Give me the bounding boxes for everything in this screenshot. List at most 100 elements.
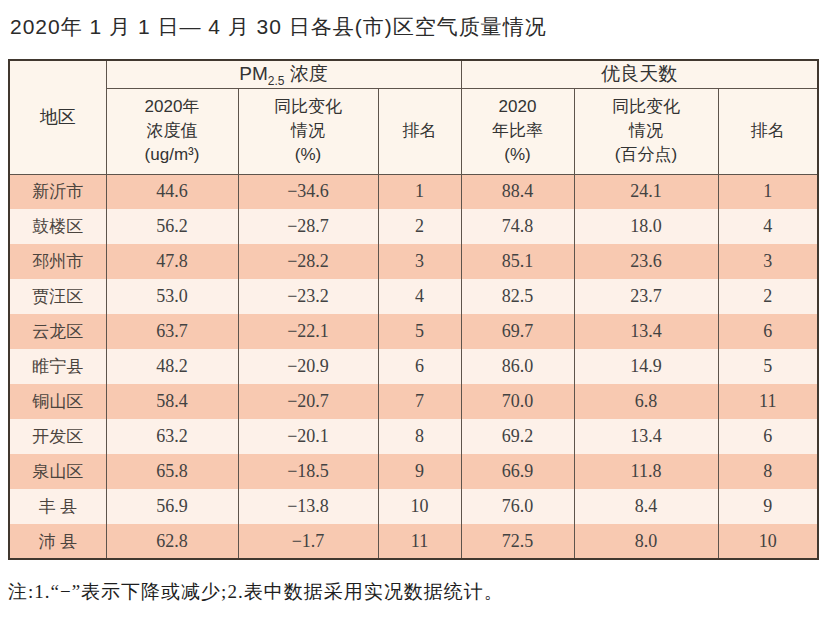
value-cell: 8	[718, 454, 818, 489]
table-row: 邳州市47.8−28.2385.123.63	[9, 244, 818, 279]
value-cell: 2	[718, 279, 818, 314]
value-cell: 13.4	[574, 314, 718, 349]
value-cell: 8	[378, 419, 461, 454]
value-cell: −20.1	[238, 419, 378, 454]
region-cell: 丰 县	[9, 489, 106, 524]
value-cell: −34.6	[238, 174, 378, 209]
value-cell: 13.4	[574, 419, 718, 454]
subheader-pm25-rank: 排名	[378, 88, 461, 174]
value-cell: 56.2	[106, 209, 238, 244]
region-cell: 贾汪区	[9, 279, 106, 314]
value-cell: 10	[718, 524, 818, 559]
value-cell: 24.1	[574, 174, 718, 209]
footnote: 注:1.“−”表示下降或减少;2.表中数据采用实况数据统计。	[8, 579, 825, 605]
table-row: 鼓楼区56.2−28.7274.818.04	[9, 209, 818, 244]
value-cell: 74.8	[461, 209, 574, 244]
value-cell: −22.1	[238, 314, 378, 349]
value-cell: 88.4	[461, 174, 574, 209]
value-cell: 10	[378, 489, 461, 524]
region-cell: 铜山区	[9, 384, 106, 419]
region-header-cell: 地区	[9, 60, 106, 174]
value-cell: 76.0	[461, 489, 574, 524]
value-cell: 11	[718, 384, 818, 419]
value-cell: 4	[378, 279, 461, 314]
value-cell: 69.2	[461, 419, 574, 454]
value-cell: 66.9	[461, 454, 574, 489]
value-cell: 9	[718, 489, 818, 524]
value-cell: 62.8	[106, 524, 238, 559]
value-cell: 72.5	[461, 524, 574, 559]
value-cell: 3	[718, 244, 818, 279]
subheader-pm25-value: 2020年 浓度值 (ug/m³)	[106, 88, 238, 174]
value-cell: 4	[718, 209, 818, 244]
table-row: 泉山区65.8−18.5966.911.88	[9, 454, 818, 489]
value-cell: 44.6	[106, 174, 238, 209]
value-cell: 2	[378, 209, 461, 244]
value-cell: 65.8	[106, 454, 238, 489]
value-cell: 23.7	[574, 279, 718, 314]
region-cell: 鼓楼区	[9, 209, 106, 244]
region-cell: 泉山区	[9, 454, 106, 489]
value-cell: 48.2	[106, 349, 238, 384]
value-cell: 69.7	[461, 314, 574, 349]
value-cell: 9	[378, 454, 461, 489]
value-cell: 14.9	[574, 349, 718, 384]
value-cell: −1.7	[238, 524, 378, 559]
value-cell: 53.0	[106, 279, 238, 314]
value-cell: 18.0	[574, 209, 718, 244]
value-cell: 56.9	[106, 489, 238, 524]
value-cell: 11	[378, 524, 461, 559]
subheader-good-rate: 2020 年比率 (%)	[461, 88, 574, 174]
table-header: 地区 PM2.5 浓度 优良天数 2020年 浓度值 (ug/m³) 同比变化 …	[9, 60, 818, 174]
pm25-label-prefix: PM	[239, 63, 268, 84]
value-cell: 47.8	[106, 244, 238, 279]
value-cell: 5	[718, 349, 818, 384]
table-row: 铜山区58.4−20.7770.06.811	[9, 384, 818, 419]
region-cell: 睢宁县	[9, 349, 106, 384]
pm25-label-subscript: 2.5	[268, 74, 285, 88]
region-cell: 邳州市	[9, 244, 106, 279]
region-cell: 云龙区	[9, 314, 106, 349]
subheader-good-change: 同比变化 情况 (百分点)	[574, 88, 718, 174]
value-cell: 1	[378, 174, 461, 209]
value-cell: 23.6	[574, 244, 718, 279]
page-title: 2020年 1 月 1 日— 4 月 30 日各县(市)区空气质量情况	[0, 0, 825, 41]
value-cell: 1	[718, 174, 818, 209]
value-cell: 86.0	[461, 349, 574, 384]
value-cell: 5	[378, 314, 461, 349]
region-cell: 沛 县	[9, 524, 106, 559]
value-cell: −20.9	[238, 349, 378, 384]
value-cell: 70.0	[461, 384, 574, 419]
value-cell: −28.7	[238, 209, 378, 244]
table-row: 贾汪区53.0−23.2482.523.72	[9, 279, 818, 314]
value-cell: 3	[378, 244, 461, 279]
pm25-group-header: PM2.5 浓度	[106, 60, 461, 88]
value-cell: −13.8	[238, 489, 378, 524]
air-quality-table: 地区 PM2.5 浓度 优良天数 2020年 浓度值 (ug/m³) 同比变化 …	[8, 59, 819, 560]
table-row: 开发区63.2−20.1869.213.46	[9, 419, 818, 454]
pm25-label-suffix: 浓度	[284, 63, 327, 84]
region-cell: 开发区	[9, 419, 106, 454]
value-cell: 85.1	[461, 244, 574, 279]
value-cell: 11.8	[574, 454, 718, 489]
value-cell: 8.4	[574, 489, 718, 524]
good-days-group-header: 优良天数	[461, 60, 818, 88]
table-body: 新沂市44.6−34.6188.424.11鼓楼区56.2−28.7274.81…	[9, 174, 818, 559]
value-cell: 6.8	[574, 384, 718, 419]
table-row: 睢宁县48.2−20.9686.014.95	[9, 349, 818, 384]
table-row: 云龙区63.7−22.1569.713.46	[9, 314, 818, 349]
table-row: 丰 县56.9−13.81076.08.49	[9, 489, 818, 524]
table-row: 新沂市44.6−34.6188.424.11	[9, 174, 818, 209]
value-cell: −20.7	[238, 384, 378, 419]
subheader-pm25-change: 同比变化 情况 (%)	[238, 88, 378, 174]
value-cell: 6	[718, 314, 818, 349]
value-cell: −23.2	[238, 279, 378, 314]
table-row: 沛 县62.8−1.71172.58.010	[9, 524, 818, 559]
value-cell: 6	[718, 419, 818, 454]
subheader-good-rank: 排名	[718, 88, 818, 174]
value-cell: −28.2	[238, 244, 378, 279]
value-cell: 63.7	[106, 314, 238, 349]
value-cell: 7	[378, 384, 461, 419]
value-cell: 82.5	[461, 279, 574, 314]
value-cell: 6	[378, 349, 461, 384]
